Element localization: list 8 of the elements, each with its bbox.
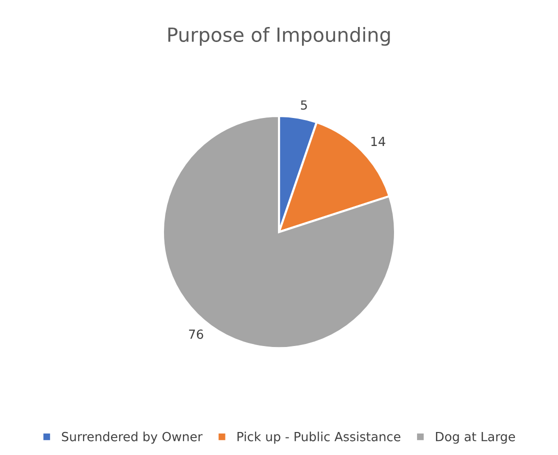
- data-label: 76: [189, 330, 204, 339]
- legend-label: Surrendered by Owner: [62, 432, 203, 444]
- legend-label: Pick up - Public Assistance: [238, 432, 400, 444]
- chart-title: Purpose of Impounding: [168, 26, 390, 46]
- data-label: 5: [300, 100, 307, 110]
- pie-slice: [162, 114, 396, 350]
- legend-label: Dog at Large: [436, 432, 515, 444]
- data-label: 14: [371, 136, 386, 146]
